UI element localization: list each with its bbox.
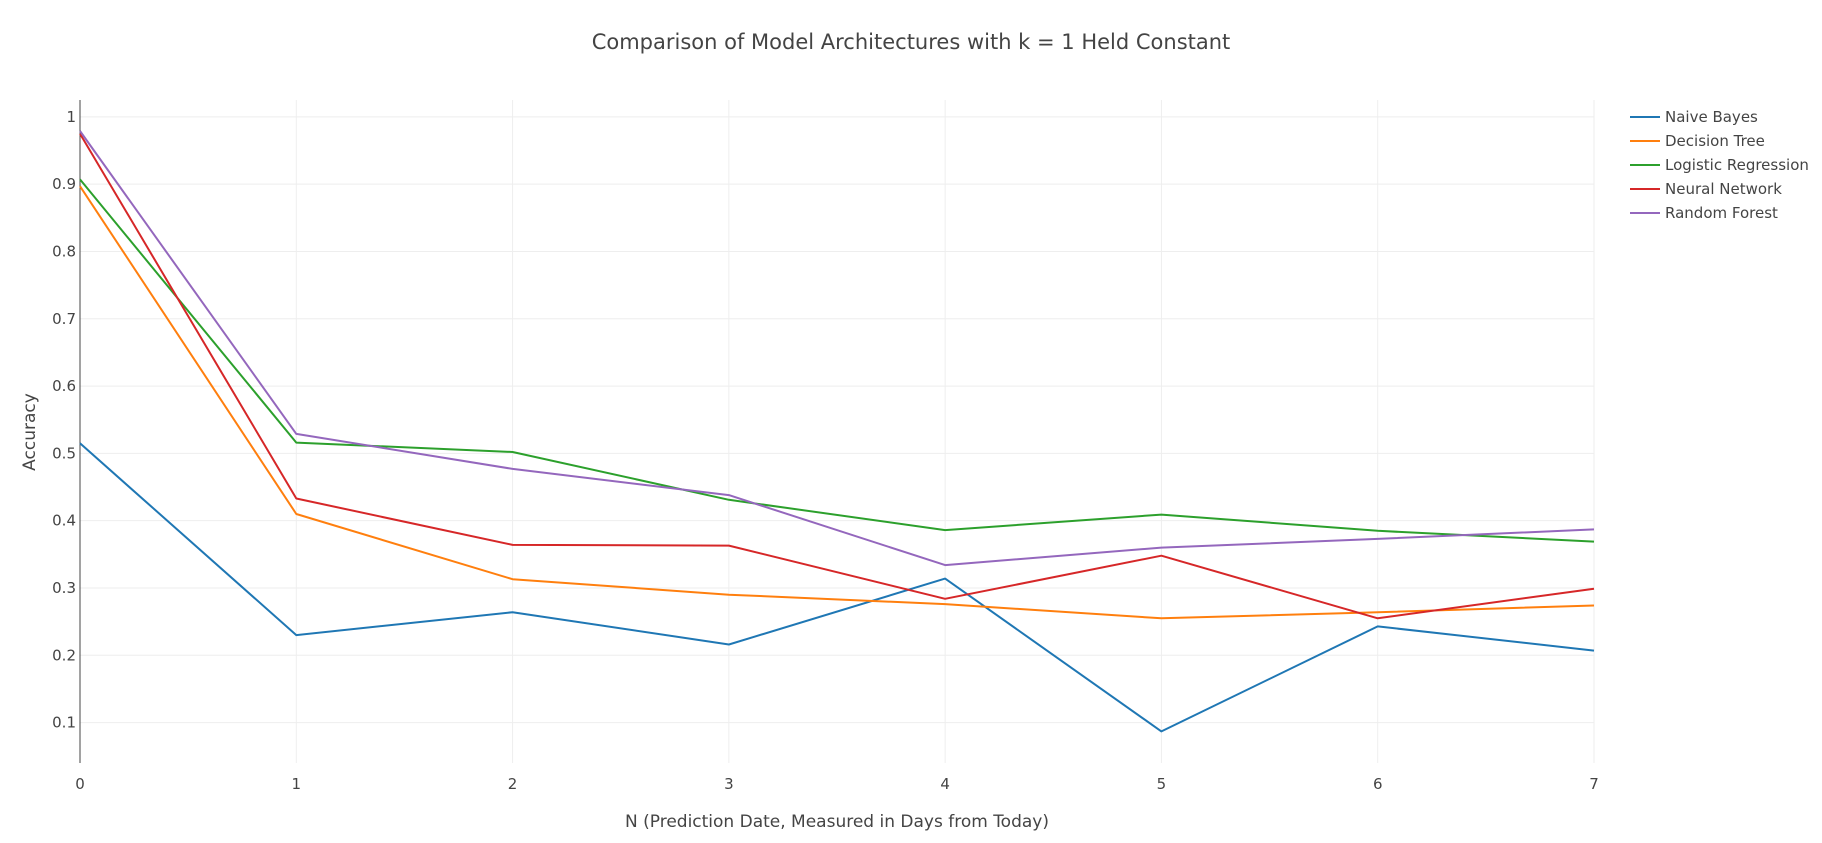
x-tick-label: 2 (508, 775, 518, 793)
legend[interactable]: Naive Bayes Decision Tree Logistic Regress… (1630, 108, 1809, 222)
legend-item-neural-network[interactable]: Neural Network (1630, 180, 1782, 198)
y-tick-label: 0.2 (52, 646, 76, 664)
legend-item-naive-bayes[interactable]: Naive Bayes (1630, 108, 1758, 126)
y-tick-label: 0.4 (52, 512, 76, 530)
x-tick-label: 0 (75, 775, 85, 793)
chart-title: Comparison of Model Architectures with k… (592, 30, 1231, 54)
y-tick-label: 0.6 (52, 377, 76, 395)
x-tick-label: 3 (724, 775, 734, 793)
y-tick-label: 0.1 (52, 714, 76, 732)
series-line-neural-network (79, 133, 1595, 620)
legend-item-logistic-regression[interactable]: Logistic Regression (1630, 156, 1809, 174)
x-tick-label: 5 (1157, 775, 1167, 793)
series-line-random-forest (79, 130, 1595, 567)
legend-label: Neural Network (1665, 180, 1782, 198)
x-tick-label: 7 (1589, 775, 1599, 793)
series-line-naive-bayes (79, 442, 1595, 733)
x-tick-label: 1 (292, 775, 302, 793)
legend-item-random-forest[interactable]: Random Forest (1630, 204, 1778, 222)
y-tick-label: 0.9 (52, 175, 76, 193)
series-line-logistic-regression (79, 178, 1595, 543)
axes: 0 1 2 3 4 5 6 7 0.1 0.2 0.3 0.4 0.5 0.6 0.7 0.8 0.9 1 (52, 100, 1599, 793)
y-tick-label: 0.8 (52, 242, 76, 260)
x-tick-label: 6 (1373, 775, 1383, 793)
y-tick-label: 1 (66, 108, 76, 126)
y-axis-title: Accuracy (20, 393, 40, 471)
y-tick-label: 0.7 (52, 310, 76, 328)
legend-label: Naive Bayes (1665, 108, 1758, 126)
x-axis-title: N (Prediction Date, Measured in Days fro… (625, 812, 1049, 832)
legend-label: Random Forest (1665, 204, 1778, 222)
y-tick-label: 0.3 (52, 579, 76, 597)
series-lines (79, 130, 1595, 733)
y-tick-label: 0.5 (52, 444, 76, 462)
x-tick-label: 4 (940, 775, 950, 793)
series-line-decision-tree (79, 185, 1595, 620)
legend-label: Decision Tree (1665, 132, 1765, 150)
gridlines (80, 100, 1595, 763)
legend-item-decision-tree[interactable]: Decision Tree (1630, 132, 1765, 150)
legend-label: Logistic Regression (1665, 156, 1809, 174)
